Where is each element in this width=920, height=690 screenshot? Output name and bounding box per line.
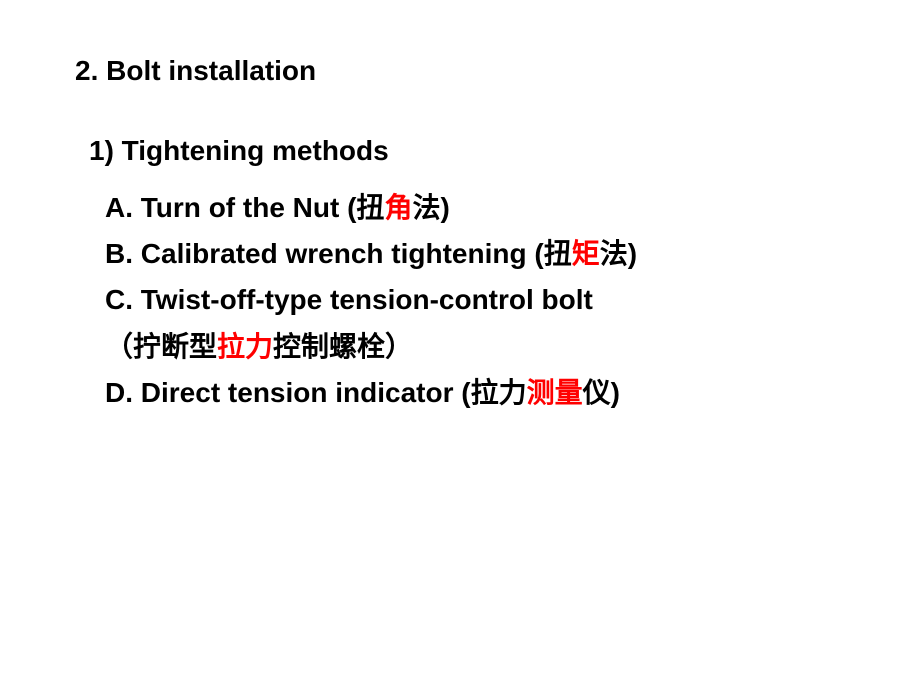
- item-b-prefix: B. Calibrated wrench tightening (扭: [105, 238, 572, 269]
- item-c-line2-prefix: （拧断型: [105, 331, 217, 362]
- item-d-highlight: 测量: [527, 377, 583, 408]
- method-item-d: D. Direct tension indicator (拉力测量仪): [105, 370, 845, 416]
- item-c-line2-suffix: 控制螺栓）: [273, 331, 413, 362]
- subsection-heading: 1) Tightening methods: [89, 135, 845, 167]
- slide-content: 2. Bolt installation 1) Tightening metho…: [0, 0, 920, 416]
- method-item-b: B. Calibrated wrench tightening (扭矩法): [105, 231, 845, 277]
- item-a-highlight: 角: [384, 192, 412, 223]
- method-item-c-line2: （拧断型拉力控制螺栓）: [105, 324, 845, 370]
- item-d-prefix: D. Direct tension indicator (拉力: [105, 377, 527, 408]
- section-heading: 2. Bolt installation: [75, 55, 845, 87]
- item-b-suffix: 法): [600, 238, 637, 269]
- item-b-highlight: 矩: [572, 238, 600, 269]
- item-d-suffix: 仪): [583, 377, 620, 408]
- item-a-suffix: 法): [412, 192, 449, 223]
- method-item-a: A. Turn of the Nut (扭角法): [105, 185, 845, 231]
- method-item-c-line1: C. Twist-off-type tension-control bolt: [105, 277, 845, 323]
- item-c-line2-highlight: 拉力: [217, 331, 273, 362]
- item-a-prefix: A. Turn of the Nut (扭: [105, 192, 384, 223]
